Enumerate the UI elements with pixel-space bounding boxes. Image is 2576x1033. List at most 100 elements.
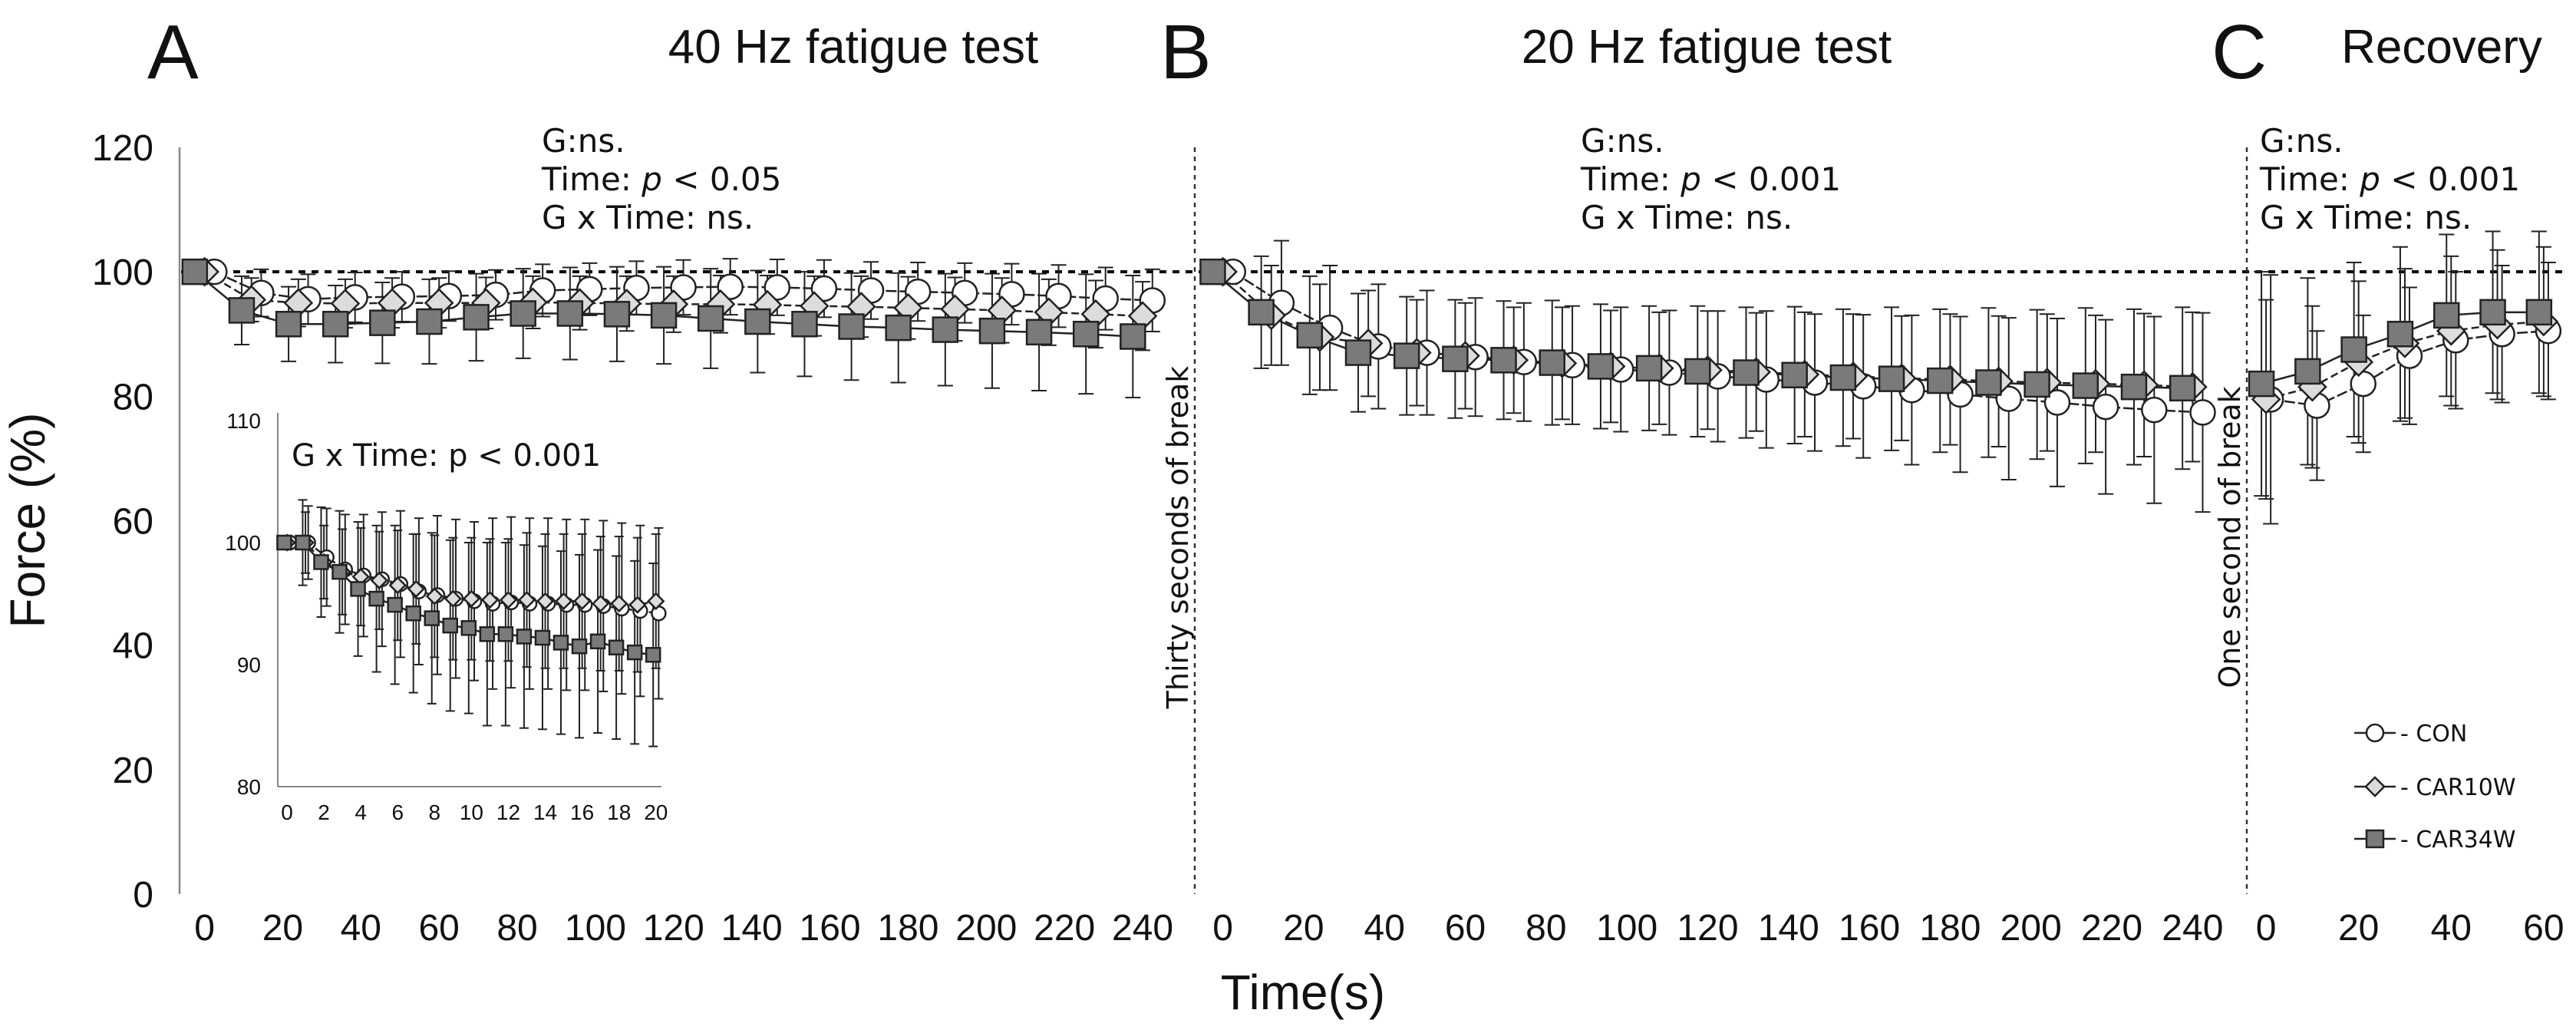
inset-chart: G x Time: p < 0.001 80 90 100 110 0 2 4 6 8 10 12 1… [225, 407, 681, 824]
point-car34w [1344, 339, 1372, 366]
point-car34w [838, 313, 865, 340]
inset-y-tick-label: 110 [226, 409, 261, 433]
point-car34w [2386, 321, 2414, 348]
point-car34w [1733, 359, 1760, 386]
stats-c-line3: G x Time: ns. [2260, 199, 2472, 236]
panel-a-plot [181, 256, 1166, 398]
point-car34w [228, 297, 256, 324]
point-car34w [552, 635, 569, 651]
x-tick-labels: 0 20 40 60 80 100 120 140 160 180 200 220 240 0 20 40 60… [194, 908, 2564, 949]
point-car10w [628, 596, 647, 614]
stats-a-line2: Time: p < 0.05 [541, 160, 781, 198]
x-tick-label: 180 [1919, 908, 1981, 949]
y-tick-label: 60 [113, 502, 153, 543]
point-car34w [1393, 342, 1420, 369]
x-tick-label: 60 [1445, 908, 1486, 949]
point-car10w [610, 594, 628, 613]
point-car34w [534, 629, 551, 646]
point-car34w [1684, 358, 1711, 385]
point-car34w [387, 596, 403, 613]
y-tick-label: 0 [133, 875, 153, 916]
panel-letter-c: C [2212, 9, 2267, 95]
inset-tick-labels: 80 90 100 110 0 2 4 6 8 10 12 14 16 18 20 [225, 409, 668, 824]
point-car34w [744, 308, 771, 335]
x-tick-label: 40 [1364, 908, 1405, 949]
point-car34w [1025, 318, 1053, 346]
point-car10w [370, 571, 388, 589]
legend-label: - CON [2400, 721, 2467, 748]
point-car34w [1072, 321, 1100, 348]
break-label-b: Thirty seconds of break [1161, 366, 1195, 710]
stats-a: G:ns. Time: p < 0.05 G x Time: ns. [541, 122, 781, 236]
point-car34w [978, 317, 1006, 345]
point-car34w [1248, 299, 1275, 326]
point-car34w [2120, 373, 2148, 401]
panel-letter-a: A [147, 9, 199, 95]
point-car34w [1829, 364, 1857, 391]
x-tick-label: 240 [1112, 908, 1173, 949]
legend-item-car10w: - CAR10W [2354, 774, 2516, 801]
stats-a-line3: G x Time: ns. [542, 199, 754, 236]
y-tick-label: 40 [113, 626, 153, 667]
y-tick-label: 80 [113, 377, 153, 417]
point-car34w [589, 633, 606, 650]
x-tick-label: 0 [1212, 908, 1233, 949]
point-car34w [1490, 347, 1517, 374]
y-tick-label: 100 [92, 252, 153, 293]
inset-y-tick-label: 80 [237, 775, 261, 799]
x-tick-label: 20 [262, 908, 303, 949]
point-car10w [517, 591, 536, 609]
x-tick-label: 240 [2162, 908, 2223, 949]
stats-c-line1: G:ns. [2260, 122, 2343, 160]
panel-title-c: Recovery [2341, 21, 2542, 74]
point-car34w [405, 605, 421, 622]
point-car34w [2433, 302, 2460, 329]
point-con [1995, 385, 2023, 412]
point-car10w [536, 592, 555, 610]
inset-x-tick-label: 20 [644, 800, 668, 824]
point-car34w [275, 311, 302, 338]
inset-y-tick-label: 100 [225, 531, 261, 555]
inset-x-tick-label: 14 [533, 800, 557, 824]
inset-x-tick-label: 8 [429, 800, 441, 824]
legend: - CON - CAR10W - CAR34W [2354, 721, 2516, 853]
inset-x-tick-label: 16 [570, 800, 594, 824]
point-car34w [331, 563, 348, 580]
point-car10w [554, 592, 573, 610]
point-car34w [697, 305, 724, 332]
stats-b-line2: Time: p < 0.001 [1580, 160, 1841, 198]
point-car10w [480, 591, 500, 609]
panel-title-b: 20 Hz fatigue test [1522, 21, 1892, 74]
point-car34w [1975, 369, 2002, 396]
point-car34w [556, 300, 584, 327]
point-car34w [368, 590, 384, 607]
point-car10w [425, 587, 444, 606]
point-car34w [2479, 299, 2506, 326]
inset-x-tick-label: 0 [281, 800, 293, 824]
point-car34w [2248, 370, 2275, 398]
point-car10w [462, 589, 481, 608]
y-tick-label: 120 [92, 128, 153, 169]
point-car34w [463, 304, 490, 331]
point-car34w [1539, 349, 1565, 376]
inset-x-tick-label: 4 [355, 800, 367, 824]
point-car34w [2024, 371, 2050, 398]
point-car34w [479, 626, 496, 642]
point-car34w [645, 647, 661, 663]
inset-x-tick-label: 18 [607, 800, 631, 824]
point-car34w [322, 311, 349, 338]
point-car10w [647, 592, 665, 610]
x-tick-label: 0 [2256, 908, 2277, 949]
point-car10w [592, 594, 610, 613]
point-car34w [1635, 355, 1663, 382]
point-car34w [1199, 258, 1226, 285]
inset-x-tick-label: 10 [460, 800, 483, 824]
panel-c-plot [2248, 230, 2562, 525]
stats-c-line2: Time: p < 0.001 [2259, 160, 2520, 198]
panel-b-plot [1199, 239, 2216, 513]
x-tick-label: 200 [955, 908, 1017, 949]
x-tick-label: 180 [877, 908, 938, 949]
point-car34w [442, 617, 459, 634]
point-car34w [276, 534, 292, 551]
break-label-c: One second of break [2213, 386, 2247, 688]
